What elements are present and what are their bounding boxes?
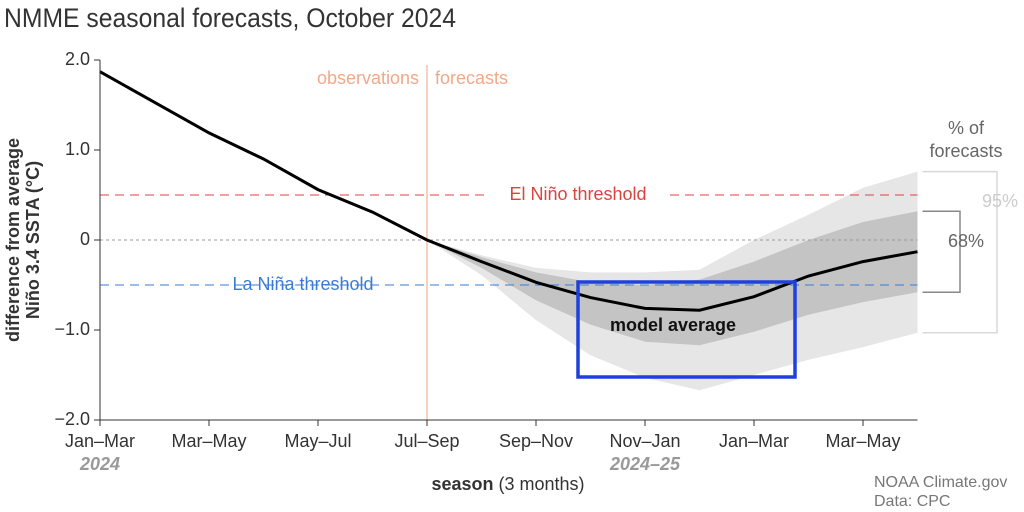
- x-tick-label: Jul–Sep: [394, 431, 459, 451]
- x-tick-label: Mar–May: [171, 431, 246, 451]
- y-tick-label: 2.0: [65, 49, 90, 69]
- threshold-label: El Niño threshold: [509, 184, 646, 204]
- y-axis-title: Niño 3.4 SSTA (°C): [23, 161, 43, 319]
- period-label: forecasts: [435, 68, 508, 88]
- x-axis-title-rest: (3 months): [499, 474, 585, 494]
- series-label: model average: [610, 315, 736, 335]
- x-tick-label: Jan–Mar: [719, 431, 789, 451]
- credit: NOAA Climate.gov: [874, 474, 1007, 491]
- credit: Data: CPC: [874, 493, 950, 510]
- threshold-label: La Niña threshold: [232, 274, 373, 294]
- x-axis-title-bold: season: [431, 474, 493, 494]
- band-bracket: [922, 170, 998, 334]
- year-label: 2024: [79, 454, 120, 474]
- band-label: 68%: [948, 231, 984, 251]
- y-tick-label: 1.0: [65, 139, 90, 159]
- x-tick-label: Nov–Jan: [609, 431, 680, 451]
- x-tick-label: Mar–May: [825, 431, 900, 451]
- y-tick-label: −1.0: [54, 319, 90, 339]
- threshold-label-bg: [486, 184, 670, 206]
- band-label: 95%: [982, 191, 1018, 211]
- highlight-box: [576, 280, 797, 379]
- y-tick-label: 0: [80, 229, 90, 249]
- year-label: 2024–25: [609, 454, 681, 474]
- x-tick-label: Sep–Nov: [499, 431, 573, 451]
- chart-title: NMME seasonal forecasts, October 2024: [4, 3, 456, 33]
- period-label: observations: [317, 68, 419, 88]
- series-line: [99, 70, 918, 312]
- band-legend-title: % of: [948, 118, 985, 138]
- x-tick-label: Jan–Mar: [65, 431, 135, 451]
- y-tick-label: −2.0: [54, 409, 90, 429]
- band-legend-title: forecasts: [929, 141, 1002, 161]
- x-tick-label: May–Jul: [284, 431, 351, 451]
- y-axis-title: difference from average: [3, 138, 23, 342]
- x-axis-title: season (3 months): [431, 474, 584, 494]
- band-bracket: [922, 210, 961, 293]
